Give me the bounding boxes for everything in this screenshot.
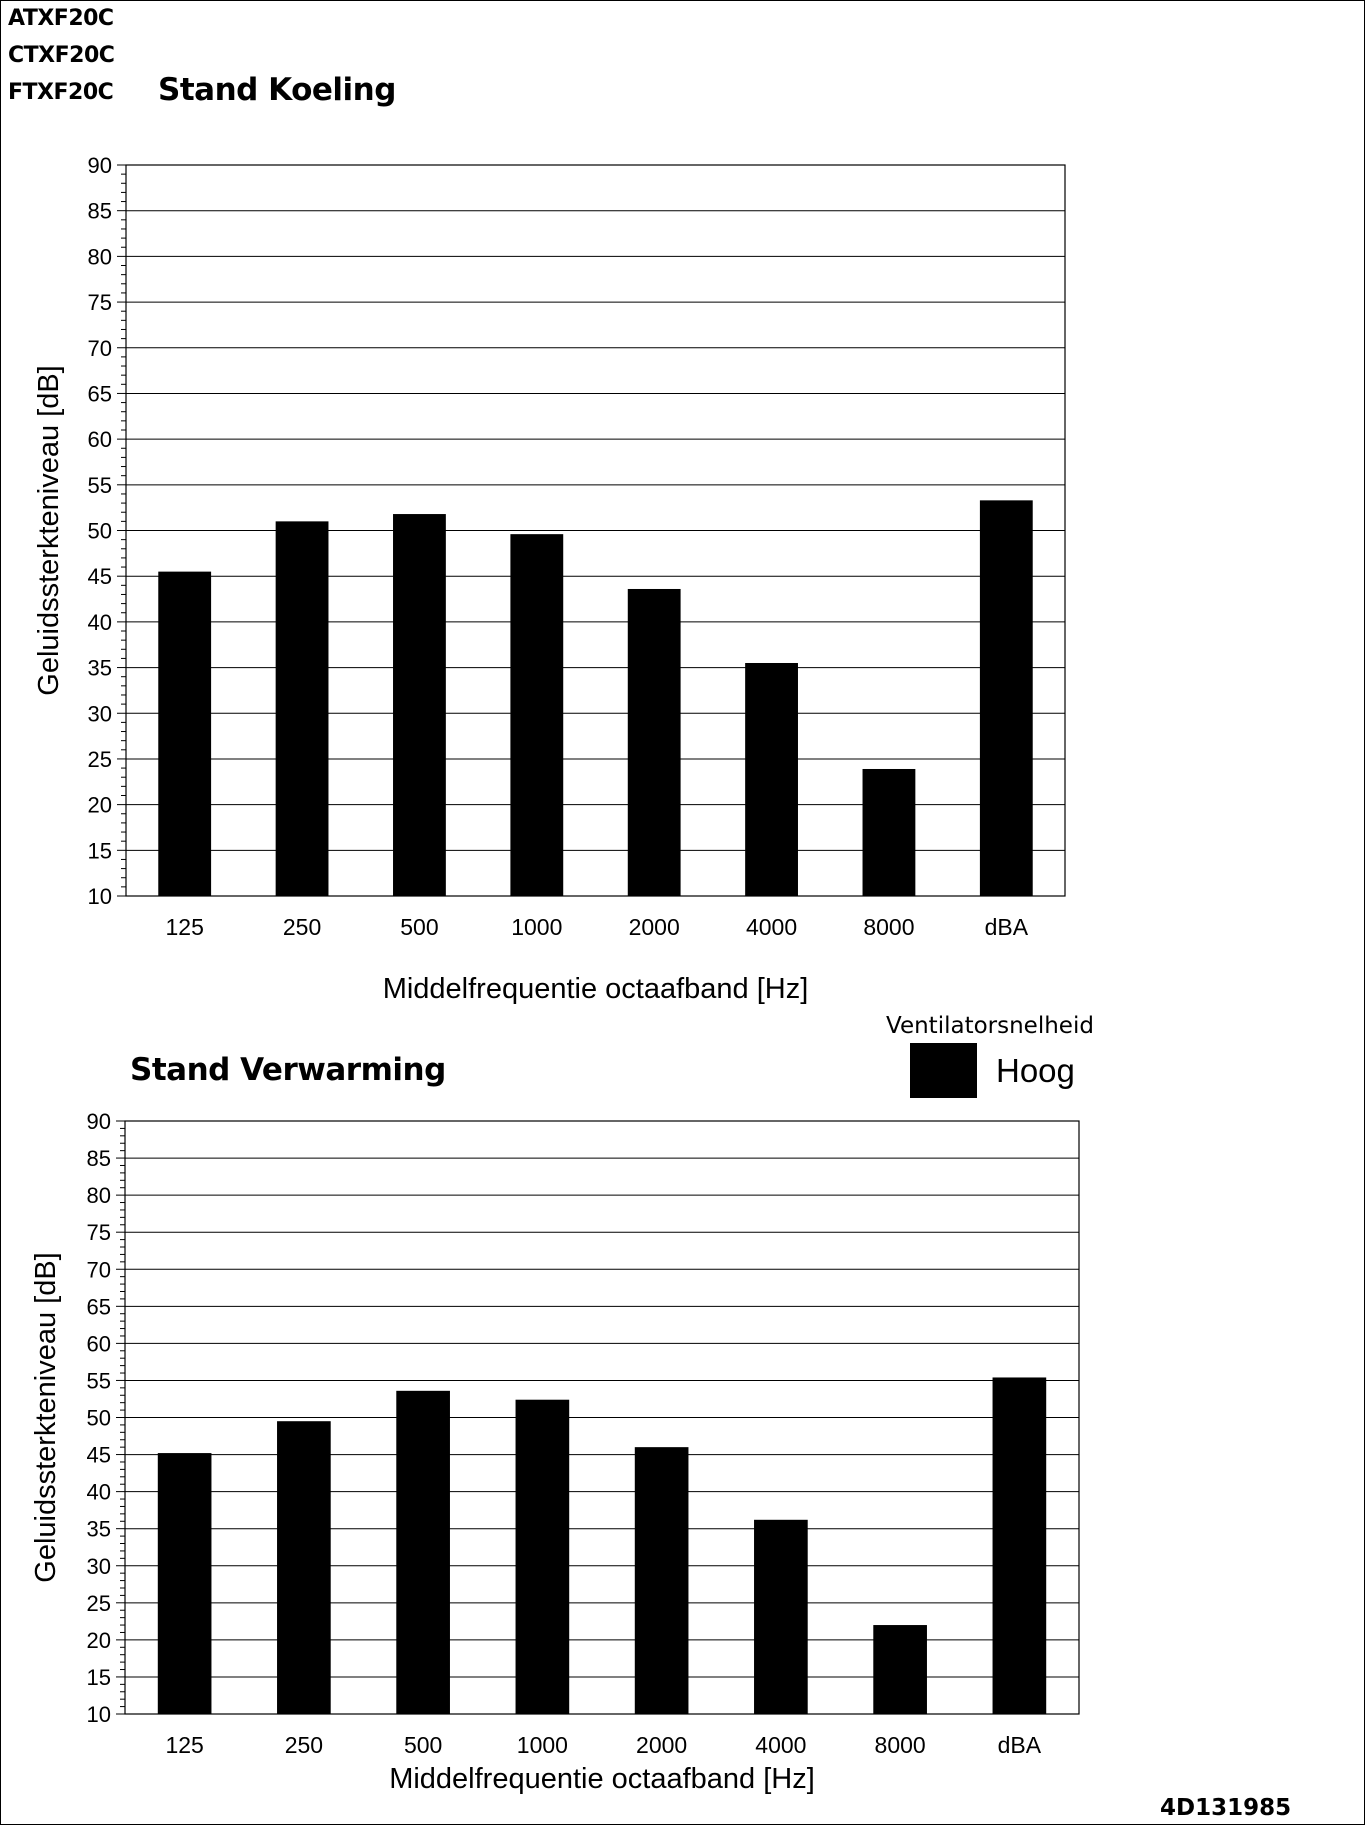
- y-tick-label: 90: [88, 153, 112, 178]
- bar: [992, 1377, 1047, 1714]
- x-tick-label: 250: [285, 1732, 323, 1758]
- bar: [275, 521, 329, 896]
- y-tick-label: 55: [88, 473, 112, 498]
- model-code: FTXF20C: [8, 80, 114, 105]
- bar: [754, 1519, 808, 1714]
- bar: [396, 1390, 450, 1714]
- y-tick-label: 80: [87, 1183, 111, 1208]
- x-tick-label: 8000: [863, 914, 914, 940]
- y-axis-label: Geluidssterkteniveau [dB]: [33, 365, 65, 695]
- y-tick-label: 30: [88, 701, 112, 726]
- y-tick-label: 60: [87, 1331, 111, 1356]
- y-tick-label: 50: [87, 1406, 111, 1431]
- y-tick-label: 30: [87, 1554, 111, 1579]
- model-code: ATXF20C: [8, 6, 114, 31]
- chart-cooling: 10 15 20 25 30 35 40 45 50 55 60 65 70 75 80 85 90 125 250…: [33, 153, 1066, 1005]
- bar: [862, 768, 916, 896]
- x-tick-label: 500: [404, 1732, 442, 1758]
- y-tick-label: 45: [87, 1443, 111, 1468]
- x-tick-label: 2000: [629, 914, 680, 940]
- plot-area-border: [125, 164, 1066, 897]
- y-tick-label: 40: [87, 1480, 111, 1505]
- x-tick-label: dBA: [985, 914, 1029, 940]
- y-tick-label: 40: [88, 610, 112, 635]
- x-tick-label: 4000: [755, 1732, 806, 1758]
- y-tick-label: 20: [88, 793, 112, 818]
- y-tick-label: 50: [88, 519, 112, 544]
- legend-swatch: [910, 1043, 977, 1098]
- y-tick-label: 20: [87, 1628, 111, 1653]
- y-tick-label: 65: [88, 381, 112, 406]
- x-tick-label: 250: [283, 914, 321, 940]
- bar: [627, 588, 681, 896]
- model-code: CTXF20C: [8, 43, 115, 68]
- y-tick-label: 25: [88, 747, 112, 772]
- y-tick-label: 60: [88, 427, 112, 452]
- y-tick-label: 80: [88, 244, 112, 269]
- chart-title-heating: Stand Verwarming: [130, 1052, 446, 1088]
- legend-title: Ventilatorsnelheid: [886, 1013, 1094, 1039]
- y-tick-label: 35: [87, 1517, 111, 1542]
- y-tick-label: 70: [87, 1257, 111, 1282]
- y-tick-label: 65: [87, 1294, 111, 1319]
- y-tick-label: 15: [88, 838, 112, 863]
- x-tick-label: 4000: [746, 914, 797, 940]
- y-tick-label: 10: [87, 1702, 111, 1727]
- bar: [510, 534, 564, 896]
- y-tick-label: 70: [88, 336, 112, 361]
- y-tick-label: 75: [88, 290, 112, 315]
- y-tick-label: 10: [88, 884, 112, 909]
- x-tick-label: 1000: [517, 1732, 568, 1758]
- x-tick-label: 8000: [875, 1732, 926, 1758]
- y-tick-label: 75: [87, 1220, 111, 1245]
- y-tick-label: 15: [87, 1665, 111, 1690]
- document-code: 4D131985: [1160, 1795, 1292, 1821]
- y-tick-label: 55: [87, 1368, 111, 1393]
- x-axis-label: Middelfrequentie octaafband [Hz]: [383, 973, 809, 1005]
- y-tick-label: 85: [87, 1146, 111, 1171]
- x-tick-label: 500: [400, 914, 438, 940]
- legend-label: Hoog: [996, 1052, 1075, 1089]
- bar: [634, 1447, 689, 1714]
- bar: [393, 514, 446, 896]
- y-tick-label: 90: [87, 1109, 111, 1134]
- y-tick-label: 45: [88, 564, 112, 589]
- y-tick-label: 85: [88, 199, 112, 224]
- x-axis-label: Middelfrequentie octaafband [Hz]: [389, 1763, 815, 1795]
- bar: [157, 1453, 212, 1714]
- x-tick-label: 125: [166, 914, 204, 940]
- chart-title-cooling: Stand Koeling: [158, 72, 396, 108]
- x-tick-label: 2000: [636, 1732, 687, 1758]
- y-axis-label: Geluidssterkteniveau [dB]: [30, 1252, 62, 1582]
- plot-area-border: [124, 1120, 1080, 1715]
- bar: [277, 1421, 331, 1714]
- x-tick-label: dBA: [998, 1732, 1042, 1758]
- bar: [515, 1399, 570, 1714]
- y-tick-label: 25: [87, 1591, 111, 1616]
- bar: [873, 1625, 927, 1714]
- bar: [745, 662, 798, 896]
- x-tick-label: 1000: [511, 914, 562, 940]
- x-tick-label: 125: [165, 1732, 203, 1758]
- bar: [979, 500, 1033, 896]
- y-tick-label: 35: [88, 656, 112, 681]
- bar: [158, 571, 212, 896]
